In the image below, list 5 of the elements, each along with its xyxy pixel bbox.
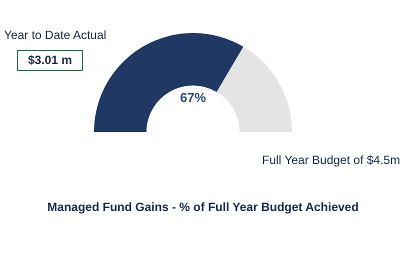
text: Managed Fund Gains - % of Full Year Budget Achieved bbox=[46, 200, 360, 214]
data-label: 67% bbox=[178, 90, 208, 105]
text: Year to Date Actual bbox=[4, 28, 106, 42]
text: Full Year Budget of $4.5m bbox=[262, 153, 400, 167]
text: $3.01 m bbox=[17, 50, 83, 71]
